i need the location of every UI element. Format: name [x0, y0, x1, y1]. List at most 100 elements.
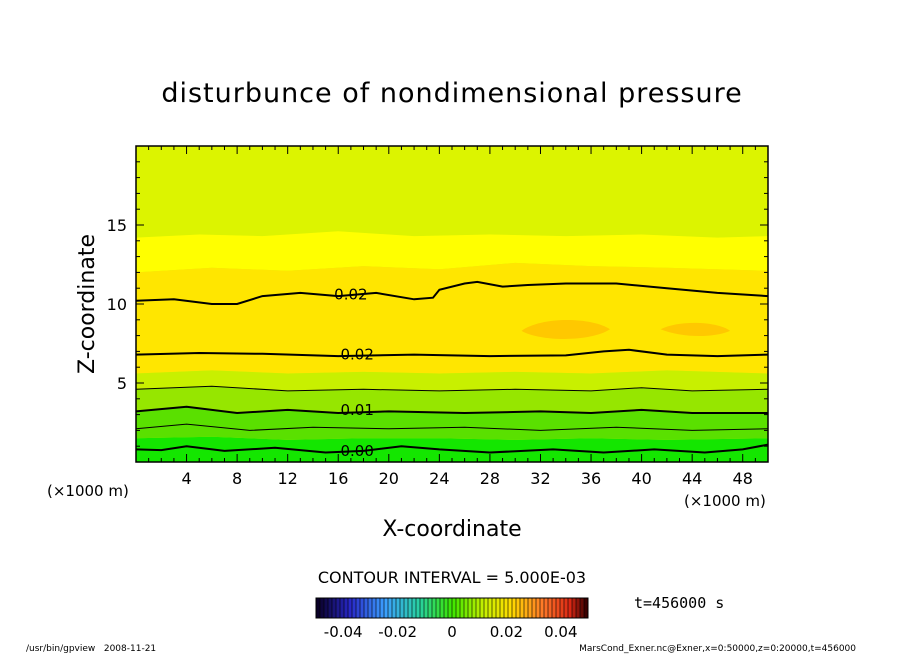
band-core-2: [660, 322, 731, 337]
colorbar-swatch: [400, 598, 404, 618]
colorbar-tick-label: -0.04: [324, 623, 363, 641]
contour-interval: CONTOUR INTERVAL = 5.000E-03: [318, 568, 586, 587]
x-tick-label: 32: [530, 469, 550, 488]
contour-line-001: [136, 405, 768, 415]
colorbar-swatch: [484, 598, 488, 618]
colorbar-swatch: [436, 598, 440, 618]
colorbar-swatch: [412, 598, 416, 618]
contour-line-lower-002: [136, 348, 768, 358]
contour-label-2: 0.02: [340, 346, 373, 364]
colorbar-swatch: [584, 598, 588, 618]
footer-left: /usr/bin/gpview 2008-11-21: [26, 644, 156, 654]
colorbar-swatch: [324, 598, 328, 618]
footer-right: MarsCond_Exner.nc@Exner,x=0:50000,z=0:20…: [579, 644, 856, 654]
colorbar-swatch: [448, 598, 452, 618]
colorbar-swatch: [540, 598, 544, 618]
y-tick-label: 15: [107, 216, 127, 235]
colorbar-swatch: [452, 598, 456, 618]
colorbar-swatch: [340, 598, 344, 618]
colorbar-swatch: [564, 598, 568, 618]
contour-line-0005: [136, 423, 768, 431]
colorbar-swatch: [372, 598, 376, 618]
contour-label-1: 0.02: [334, 286, 367, 304]
colorbar-swatch: [528, 598, 532, 618]
colorbar-swatch: [360, 598, 364, 618]
colorbar-swatch: [428, 598, 432, 618]
colorbar-swatch: [516, 598, 520, 618]
x-tick-label: 20: [379, 469, 399, 488]
band-upper: [136, 231, 768, 273]
colorbar-swatch: [392, 598, 396, 618]
contour-line-upper-002: [136, 280, 768, 305]
colorbar-swatch: [328, 598, 332, 618]
colorbar-swatch: [488, 598, 492, 618]
contour-line-0015: [136, 385, 768, 392]
colorbar-swatch: [576, 598, 580, 618]
colorbar-swatch: [380, 598, 384, 618]
colorbar-swatch: [408, 598, 412, 618]
colorbar-swatch: [556, 598, 560, 618]
colorbar-swatch: [456, 598, 460, 618]
colorbar-swatch: [480, 598, 484, 618]
x-tick-label: 4: [181, 469, 191, 488]
band-lower-3: [136, 406, 768, 440]
x-axis-label: X-coordinate: [382, 517, 521, 542]
contour-field: 0.02 0.02 0.01 0.00: [136, 146, 768, 462]
x-tick-label: 40: [631, 469, 651, 488]
band-mid: [136, 262, 768, 374]
x-tick-label: 28: [480, 469, 500, 488]
colorbar-swatch: [432, 598, 436, 618]
colorbar-swatch: [440, 598, 444, 618]
colorbar-swatch: [548, 598, 552, 618]
colorbar-swatch: [492, 598, 496, 618]
y-axis-label: Z-coordinate: [75, 234, 100, 374]
colorbar-swatch: [580, 598, 584, 618]
colorbar-tick-label: 0.04: [544, 623, 577, 641]
x-tick-label: 36: [581, 469, 601, 488]
band-lower-2: [136, 386, 768, 413]
colorbar: [315, 598, 588, 618]
colorbar-tick-label: -0.02: [378, 623, 417, 641]
band-lower-1: [136, 370, 768, 391]
colorbar-swatch: [404, 598, 408, 618]
colorbar-swatch: [388, 598, 392, 618]
x-tick-label: 24: [429, 469, 449, 488]
colorbar-swatch: [364, 598, 368, 618]
colorbar-swatch: [532, 598, 536, 618]
x-tick-label: 44: [682, 469, 702, 488]
colorbar-swatch: [472, 598, 476, 618]
colorbar-swatch: [384, 598, 388, 618]
colorbar-swatch: [424, 598, 428, 618]
colorbar-swatch: [336, 598, 340, 618]
y-tick-label: 10: [107, 295, 127, 314]
y-tick-label: 5: [117, 374, 127, 393]
colorbar-swatch: [320, 598, 324, 618]
colorbar-swatch: [552, 598, 556, 618]
time-label: t=456000 s: [634, 594, 724, 612]
colorbar-swatch: [568, 598, 572, 618]
x-tick-label: 48: [733, 469, 753, 488]
colorbar-swatch: [572, 598, 576, 618]
colorbar-swatch: [356, 598, 360, 618]
contour-label-4: 0.00: [340, 442, 373, 460]
colorbar-swatch: [504, 598, 508, 618]
colorbar-swatch: [368, 598, 372, 618]
colorbar-swatch: [508, 598, 512, 618]
colorbar-swatch: [464, 598, 468, 618]
chart-title: disturbunce of nondimensional pressure: [161, 78, 742, 109]
x-tick-label: 8: [232, 469, 242, 488]
colorbar-swatch: [376, 598, 380, 618]
x-unit-right: (×1000 m): [684, 492, 766, 510]
colorbar-swatch: [460, 598, 464, 618]
axis-ticks: [135, 145, 769, 463]
x-unit-left: (×1000 m): [47, 482, 129, 500]
colorbar-swatch: [444, 598, 448, 618]
colorbar-swatch: [316, 598, 320, 618]
colorbar-swatch: [416, 598, 420, 618]
colorbar-swatch: [420, 598, 424, 618]
colorbar-swatch: [476, 598, 480, 618]
colorbar-swatch: [524, 598, 528, 618]
colorbar-swatch: [468, 598, 472, 618]
